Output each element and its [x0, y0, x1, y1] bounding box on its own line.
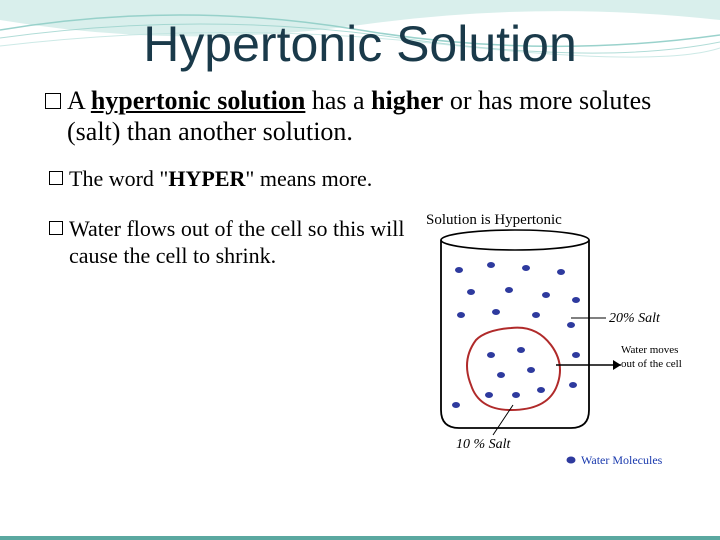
bullet-sub2: Water flows out of the cell so this will…: [49, 215, 675, 270]
bullet-sub1-text: The word "HYPER" means more.: [69, 165, 372, 193]
bullet-icon: [45, 93, 61, 109]
text-span: " means more.: [245, 166, 372, 191]
label-outer-salt: 20% Salt: [609, 311, 661, 326]
bullet-sub1: The word "HYPER" means more.: [49, 165, 675, 193]
slide-title: Hypertonic Solution: [45, 15, 675, 73]
label-inner-salt: 10 % Salt: [456, 437, 512, 452]
bullet-icon: [49, 221, 63, 235]
term-hypertonic: hypertonic solution: [91, 86, 306, 115]
slide-bottom-accent: [0, 536, 720, 540]
term-hyper: HYPER: [168, 166, 245, 191]
cell-membrane: [467, 328, 560, 410]
legend-label: Water Molecules: [581, 453, 663, 467]
arrow-label-line1: Water moves: [621, 344, 678, 356]
solute-dots-inside: [485, 347, 545, 398]
bullet-main-text: A hypertonic solution has a higher or ha…: [67, 85, 675, 147]
text-span: A: [67, 86, 91, 115]
bullet-icon: [49, 171, 63, 185]
bullet-sub2-text: Water flows out of the cell so this will…: [69, 215, 414, 270]
arrow-label-line2: out of the cell: [621, 358, 682, 370]
legend-dot-icon: [567, 457, 576, 464]
text-span: has a: [305, 86, 371, 115]
text-span: The word ": [69, 166, 168, 191]
term-higher: higher: [371, 86, 443, 115]
bullet-main: A hypertonic solution has a higher or ha…: [45, 85, 675, 147]
